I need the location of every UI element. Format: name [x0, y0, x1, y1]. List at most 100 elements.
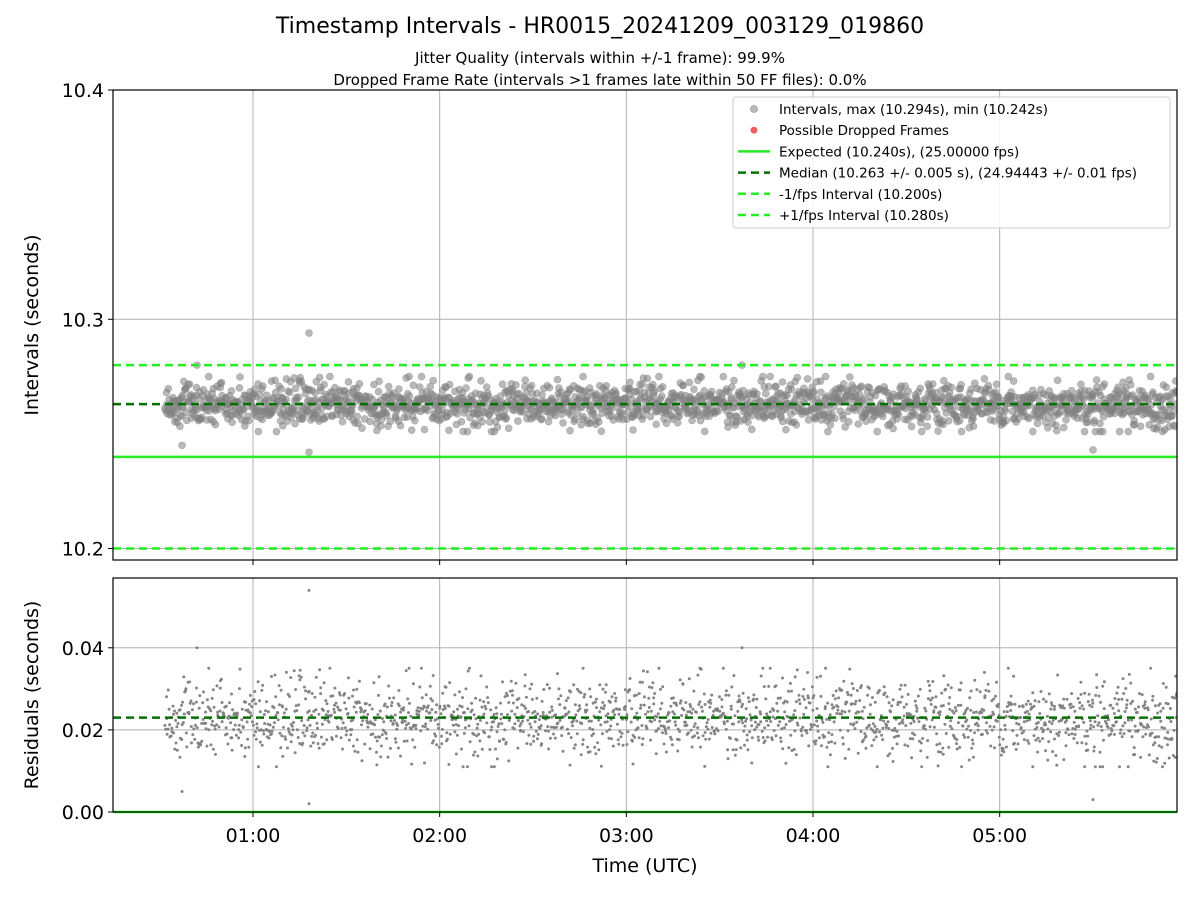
residuals-data-point: [166, 727, 170, 731]
residuals-data-point: [718, 709, 722, 713]
residuals-data-point: [463, 726, 467, 730]
residuals-data-point: [516, 719, 520, 723]
residuals-data-point: [483, 704, 487, 708]
residuals-data-point: [1170, 737, 1174, 741]
residuals-data-point: [426, 727, 430, 731]
residuals-data-point: [529, 725, 533, 729]
residuals-data-point: [1150, 731, 1154, 735]
residuals-data-point: [861, 738, 865, 742]
residuals-data-point: [899, 683, 903, 687]
residuals-data-point: [419, 729, 423, 733]
residuals-data-point: [256, 680, 260, 684]
residuals-data-point: [934, 705, 938, 709]
residuals-data-point: [213, 727, 217, 731]
residuals-data-point: [470, 701, 474, 705]
residuals-data-point: [769, 720, 773, 723]
residuals-x-tick-label: 01:00: [226, 825, 281, 847]
residuals-data-point: [254, 702, 258, 706]
residuals-data-point: [448, 681, 452, 685]
residuals-data-point: [1143, 703, 1147, 706]
residuals-data-point: [433, 732, 437, 736]
residuals-data-point: [378, 735, 382, 739]
residuals-data-point: [761, 736, 765, 739]
residuals-data-point: [690, 711, 694, 715]
residuals-data-point: [229, 721, 233, 725]
residuals-data-point: [265, 700, 269, 704]
residuals-data-point: [1085, 729, 1089, 733]
residuals-data-point: [434, 710, 438, 714]
residuals-data-point: [1087, 692, 1091, 696]
residuals-data-point: [395, 727, 399, 731]
residuals-data-point: [1031, 691, 1035, 695]
residuals-data-point: [520, 703, 524, 707]
intervals-data-point: [707, 387, 716, 396]
residuals-data-point: [883, 691, 887, 695]
residuals-data-point: [827, 741, 831, 744]
residuals-data-point: [861, 717, 865, 721]
legend-marker-intervals: [750, 105, 758, 113]
residuals-data-point: [226, 742, 230, 746]
residuals-data-point: [1121, 724, 1125, 728]
residuals-data-point: [948, 724, 952, 728]
intervals-data-point: [254, 427, 263, 436]
residuals-data-point: [480, 705, 484, 709]
residuals-data-point: [575, 687, 579, 691]
intervals-data-point: [894, 410, 903, 419]
residuals-data-point: [928, 725, 932, 729]
residuals-data-point: [670, 743, 674, 747]
residuals-data-point: [845, 700, 849, 704]
residuals-data-point: [677, 738, 681, 742]
residuals-data-point: [332, 707, 336, 711]
residuals-data-point: [347, 676, 350, 680]
residuals-data-point: [774, 734, 778, 738]
residuals-data-point: [704, 725, 708, 729]
residuals-data-point: [745, 733, 749, 737]
residuals-data-point: [514, 681, 518, 685]
residuals-data-point: [891, 698, 895, 702]
residuals-data-point: [589, 719, 593, 723]
residuals-data-point: [184, 731, 188, 735]
residuals-data-point: [872, 738, 876, 742]
residuals-data-point: [485, 721, 489, 725]
residuals-data-point: [490, 725, 494, 729]
residuals-data-point: [882, 685, 886, 689]
residuals-data-point: [652, 702, 656, 706]
residuals-data-point: [710, 693, 714, 697]
intervals-data-point: [907, 422, 916, 431]
residuals-data-point: [1100, 728, 1104, 732]
residuals-data-point: [621, 743, 625, 747]
residuals-data-point: [821, 720, 825, 724]
residuals-data-point: [794, 700, 798, 704]
residuals-data-point: [343, 701, 347, 705]
residuals-data-point: [548, 736, 552, 740]
residuals-data-point: [555, 725, 558, 729]
residuals-data-point: [245, 720, 249, 724]
residuals-data-point: [729, 704, 733, 708]
residuals-data-point: [843, 710, 847, 714]
residuals-data-point: [1146, 708, 1150, 712]
residuals-data-point: [729, 707, 733, 711]
residuals-data-point: [389, 719, 393, 723]
residuals-data-point: [581, 738, 585, 742]
residuals-data-point: [712, 709, 716, 713]
residuals-data-point: [1122, 732, 1126, 736]
residuals-data-point: [302, 724, 306, 727]
residuals-data-point: [776, 696, 780, 700]
residuals-data-point: [807, 744, 811, 748]
residuals-data-point: [840, 712, 844, 716]
residuals-data-point: [703, 764, 707, 768]
residuals-data-point: [483, 731, 487, 735]
residuals-data-point: [641, 737, 645, 741]
residuals-data-point: [1099, 725, 1103, 728]
residuals-data-point: [435, 703, 439, 707]
residuals-data-point: [387, 684, 391, 688]
intervals-data-point: [420, 425, 429, 434]
residuals-data-point: [461, 765, 465, 769]
residuals-data-point: [240, 718, 244, 722]
residuals-data-point: [390, 701, 394, 704]
residuals-data-point: [426, 704, 430, 708]
intervals-data-point: [841, 423, 850, 431]
residuals-data-point: [243, 755, 247, 758]
residuals-data-point: [404, 726, 408, 730]
